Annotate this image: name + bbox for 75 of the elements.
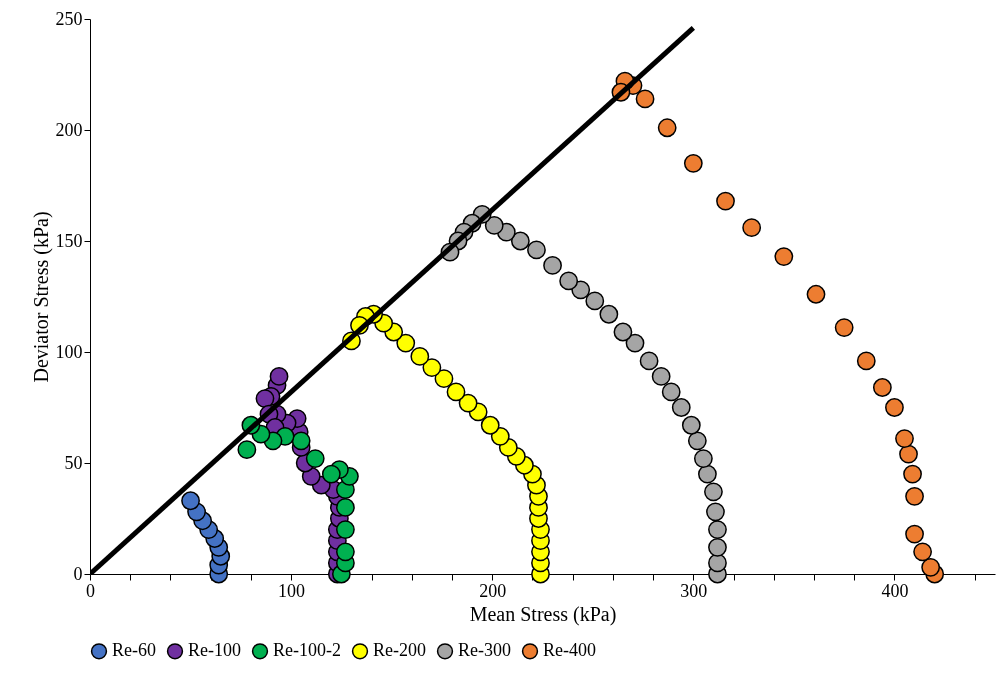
point: [458, 393, 478, 413]
point: [687, 431, 707, 451]
point: [671, 398, 691, 417]
y-tick-label: 150: [55, 230, 83, 251]
x-tick-label: 100: [278, 580, 306, 601]
point: [708, 520, 727, 539]
x-tick-label: 400: [881, 580, 909, 601]
point: [237, 440, 257, 460]
point: [305, 449, 325, 468]
point: [422, 358, 442, 377]
point: [683, 153, 703, 173]
point: [872, 378, 892, 397]
point: [806, 284, 826, 304]
point: [903, 464, 922, 484]
point: [434, 369, 454, 389]
point: [708, 537, 727, 557]
legend-label: Re-200: [373, 640, 426, 661]
point: [905, 524, 924, 544]
point: [921, 557, 941, 577]
point: [396, 333, 416, 353]
point: [899, 444, 918, 464]
point: [661, 382, 681, 402]
y-tick-label: 50: [64, 452, 83, 473]
legend-label: Re-300: [458, 640, 511, 661]
point: [693, 449, 713, 468]
point: [742, 218, 762, 238]
point: [336, 542, 355, 562]
y-tick-label: 100: [55, 341, 83, 362]
x-axis-title: Mean Stress (kPa): [469, 602, 617, 626]
point: [856, 351, 876, 371]
point: [774, 247, 794, 266]
y-axis-title: Deviator Stress (kPa): [29, 211, 53, 383]
x-tick-label: 200: [479, 580, 507, 601]
point: [510, 231, 530, 251]
point: [255, 389, 275, 409]
point: [336, 520, 355, 539]
legend-label: Re-100-2: [273, 640, 341, 661]
point: [708, 553, 727, 573]
legend-label: Re-100: [188, 640, 241, 661]
point: [657, 118, 677, 138]
point: [704, 482, 723, 502]
point: [913, 542, 933, 562]
point: [599, 304, 619, 324]
y-tick-label: 250: [55, 8, 83, 29]
legend-label: Re-60: [112, 640, 156, 661]
y-tick-label: 0: [73, 563, 83, 584]
point: [336, 498, 355, 517]
point: [651, 367, 671, 386]
point: [559, 271, 579, 291]
point: [834, 318, 854, 337]
point: [681, 415, 701, 435]
point: [585, 291, 605, 311]
point: [716, 191, 735, 211]
point: [321, 464, 341, 484]
point: [639, 351, 659, 371]
point: [291, 431, 311, 451]
point: [480, 415, 500, 435]
point: [269, 367, 289, 386]
point: [527, 240, 546, 260]
point: [635, 89, 655, 109]
point: [698, 464, 717, 484]
point: [446, 382, 466, 402]
point: [613, 322, 633, 342]
x-tick-label: 300: [680, 580, 708, 601]
point: [885, 398, 904, 417]
legend-label: Re-400: [543, 640, 596, 661]
point: [181, 491, 200, 511]
point: [625, 333, 645, 353]
point: [706, 502, 725, 522]
point: [410, 347, 430, 366]
y-tick-label: 200: [55, 119, 83, 140]
point: [905, 486, 924, 506]
point: [484, 216, 504, 235]
point: [543, 256, 562, 275]
point: [895, 429, 914, 448]
